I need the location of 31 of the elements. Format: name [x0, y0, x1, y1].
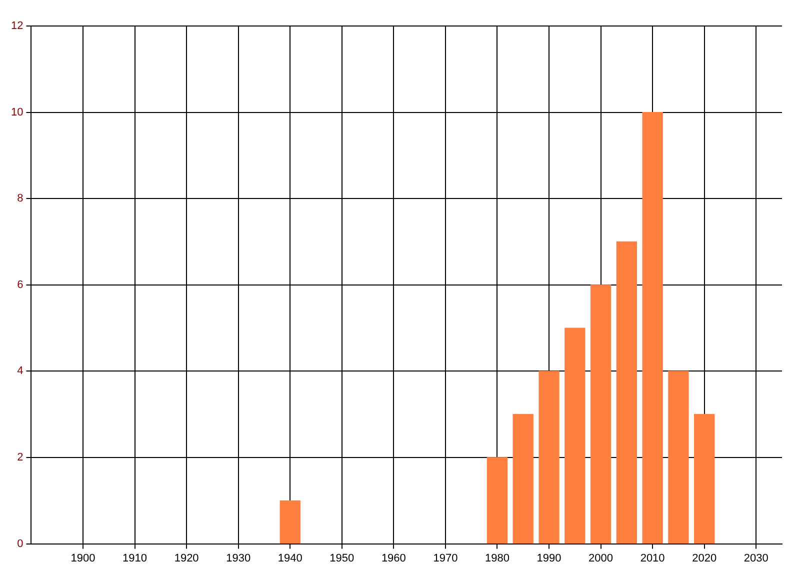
bar — [668, 370, 689, 544]
bar — [590, 284, 612, 544]
x-tick-label: 1980 — [484, 552, 510, 564]
x-tick-label: 1920 — [174, 552, 199, 564]
x-tick-label: 1940 — [278, 552, 302, 564]
y-tick-label: 10 — [10, 106, 24, 118]
bar — [280, 500, 300, 544]
y-tick-label: 12 — [10, 20, 24, 32]
x-tick-label: 1960 — [381, 552, 406, 564]
y-tick-label: 0 — [17, 538, 24, 550]
x-tick-label: 1990 — [536, 552, 562, 564]
x-tick-label: 1900 — [70, 552, 96, 564]
bar — [616, 241, 637, 544]
y-tick-label: 6 — [17, 278, 24, 291]
bar — [538, 370, 560, 544]
bar — [512, 414, 534, 544]
y-tick-label: 4 — [17, 365, 24, 378]
bar — [642, 112, 663, 544]
x-tick-label: 2030 — [744, 552, 768, 564]
x-tick-label: 1970 — [433, 552, 458, 564]
bar — [486, 457, 508, 544]
bar — [694, 414, 715, 544]
x-tick-label: 2020 — [692, 552, 717, 564]
y-tick-label: 8 — [17, 192, 24, 205]
x-tick-label: 1910 — [122, 552, 148, 564]
x-tick-label: 1950 — [330, 552, 354, 564]
y-tick-label: 2 — [17, 452, 24, 464]
bar — [564, 328, 586, 544]
x-tick-label: 2010 — [640, 552, 665, 564]
x-tick-label: 2000 — [588, 552, 614, 564]
x-tick-label: 1930 — [226, 552, 251, 564]
